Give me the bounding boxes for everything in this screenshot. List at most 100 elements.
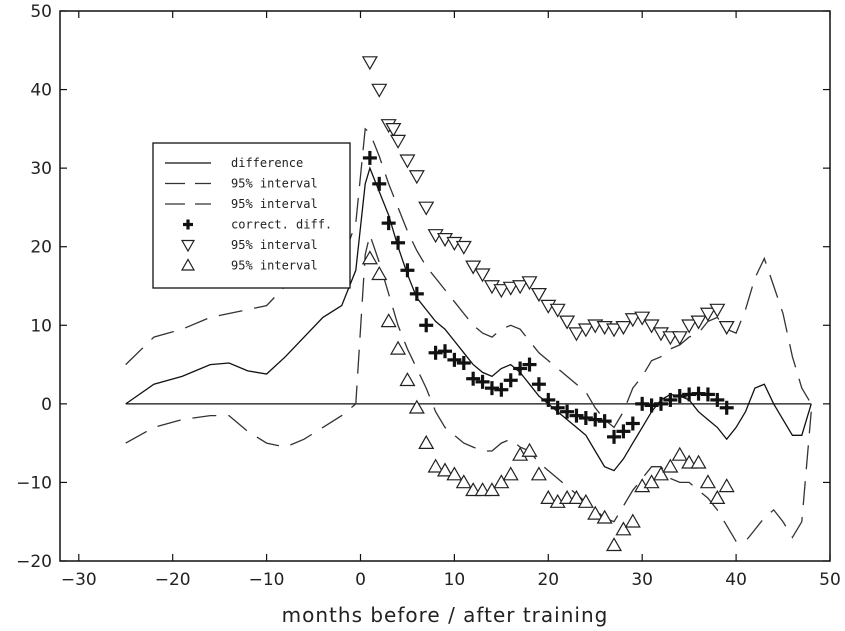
upper-interval-point <box>681 319 698 334</box>
x-tick-label: 50 <box>819 570 841 590</box>
x-tick-label: 40 <box>725 570 747 590</box>
upper-interval-point <box>530 288 547 303</box>
legend-item: difference <box>165 156 303 170</box>
upper-interval-point <box>474 268 491 283</box>
correct-diff-point <box>466 371 481 386</box>
lower-interval-point <box>390 340 407 355</box>
upper-interval-point <box>399 154 416 169</box>
legend-label: correct. diff. <box>231 218 332 232</box>
difference-line <box>125 166 812 472</box>
legend-item: 95% interval <box>180 258 318 273</box>
upper-interval-point <box>408 170 425 185</box>
legend: difference 95% interval 95% interval correc… <box>152 142 351 289</box>
upper-interval-point <box>390 134 407 149</box>
upper-interval-point <box>699 307 716 322</box>
lower-interval-point <box>371 266 388 281</box>
correct-diff-point <box>663 392 678 407</box>
y-tick-label: −10 <box>16 473 52 493</box>
correct-diff-point <box>456 356 471 370</box>
legend-item: 95% interval <box>165 197 318 211</box>
upper-interval-point <box>521 276 538 291</box>
legend-label: 95% interval <box>231 177 318 191</box>
x-tick-label: −30 <box>61 570 97 590</box>
lower-interval-point <box>699 474 716 489</box>
correct-diff-point <box>541 392 556 407</box>
legend-label: 95% interval <box>231 197 318 211</box>
lower-interval-point <box>408 399 425 414</box>
upper-interval-point <box>568 327 585 342</box>
correct-diff-point <box>625 416 640 431</box>
correct-diff-point <box>381 216 396 231</box>
x-tick-label: −10 <box>249 570 285 590</box>
upper-interval-point <box>385 123 402 138</box>
correct-diff-point <box>372 176 387 191</box>
correct-diff-point <box>550 400 565 415</box>
upper-interval-point <box>634 311 651 326</box>
correct-diff-point <box>447 352 462 367</box>
correct-diff-point <box>653 396 668 411</box>
correct-diff-point <box>531 377 546 392</box>
upper-interval-point <box>718 321 735 336</box>
y-tick-label: 20 <box>30 238 52 258</box>
upper-interval-point <box>690 315 707 330</box>
lower-interval-point <box>540 489 557 504</box>
y-tick-label: 0 <box>41 395 52 415</box>
correct-diff-point <box>503 373 518 388</box>
x-tick-label: 30 <box>631 570 653 590</box>
series-4 <box>361 56 735 346</box>
y-tick-label: −20 <box>16 552 52 572</box>
series-0 <box>125 166 812 472</box>
y-tick-label: 10 <box>30 316 52 336</box>
series-3 <box>362 150 734 444</box>
x-tick-label: 10 <box>444 570 466 590</box>
correct-diff-point <box>522 357 537 372</box>
correct-diff-point <box>710 392 725 407</box>
upper-interval-point <box>559 315 576 330</box>
lower-interval-point <box>493 474 510 489</box>
series-5 <box>361 250 735 552</box>
correct-diff-point <box>438 344 452 359</box>
upper-interval-point <box>643 319 660 334</box>
lower-interval-point <box>690 454 707 469</box>
legend-label: 95% interval <box>231 259 318 273</box>
lower-interval-point <box>521 442 538 457</box>
lower-interval-point <box>530 466 547 481</box>
lower-interval-point <box>436 462 454 477</box>
upper-interval-point <box>512 280 529 295</box>
correct-diff-point <box>494 382 509 397</box>
correct-diff-point <box>719 400 734 415</box>
correct-diff-point <box>409 286 424 301</box>
lower-interval-point <box>596 509 613 524</box>
y-tick-label: 40 <box>30 81 52 101</box>
correct-diff-point <box>419 318 434 333</box>
upper-interval-point <box>361 56 378 71</box>
lower-interval-point <box>568 489 585 504</box>
legend-swatch-triangle-down <box>180 239 196 253</box>
upper-interval-point <box>671 331 688 346</box>
y-tick-label: 30 <box>30 159 52 179</box>
lower-interval-point <box>718 478 735 493</box>
x-tick-label: 0 <box>355 570 366 590</box>
legend-swatch-triangle-up <box>180 258 196 271</box>
correct-diff-point <box>700 387 715 402</box>
correct-diff-point <box>616 424 631 439</box>
x-tick-label: 20 <box>537 570 559 590</box>
upper-interval-point <box>549 303 566 318</box>
lower-interval-point <box>605 537 623 552</box>
upper-interval-point <box>418 201 435 216</box>
lower-interval-point <box>380 313 397 328</box>
lower-interval-point <box>418 434 435 449</box>
lower-interval-point <box>652 466 670 481</box>
correct-diff-point <box>560 404 575 419</box>
plot-frame <box>59 10 831 562</box>
lower-interval-point <box>455 474 472 489</box>
correct-diff-point <box>569 408 584 423</box>
lower-interval-point <box>502 466 519 481</box>
lower-interval-point <box>624 513 641 528</box>
lower-interval-point <box>577 493 594 508</box>
plot-area <box>125 56 812 552</box>
legend-item: correct. diff. <box>183 218 332 232</box>
legend-swatch-plus <box>183 219 193 230</box>
legend-label: difference <box>231 156 303 170</box>
lower-interval-point <box>643 474 660 489</box>
